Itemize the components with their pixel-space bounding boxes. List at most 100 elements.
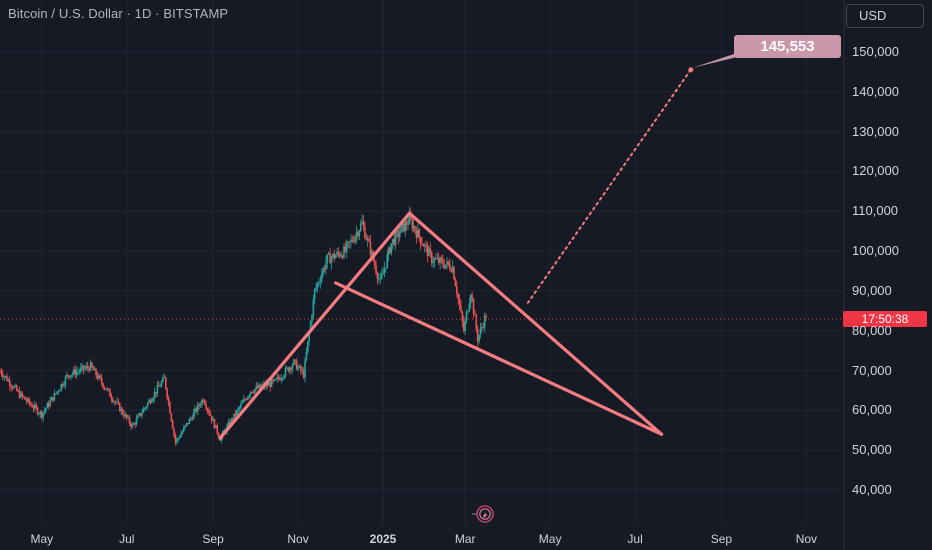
candle-body — [298, 366, 301, 368]
candle — [153, 387, 156, 403]
time-tick-label: Sep — [710, 532, 733, 546]
candle-body — [378, 278, 380, 280]
candle — [74, 364, 77, 379]
candle — [341, 254, 344, 260]
candle-body — [433, 258, 436, 263]
candle — [344, 241, 347, 254]
candle — [322, 266, 324, 278]
candle — [64, 375, 67, 390]
time-tick-label: Nov — [287, 532, 309, 546]
candle-body — [4, 376, 7, 377]
target-label-pointer — [692, 52, 758, 68]
candle-body — [190, 418, 192, 419]
candle-body — [109, 389, 111, 397]
candle-body — [478, 334, 480, 342]
candle-body — [159, 386, 161, 387]
candle — [81, 362, 83, 372]
price-tick-label: 110,000 — [852, 203, 899, 219]
candle — [380, 269, 383, 280]
candle-body — [468, 303, 471, 312]
candle-body — [177, 438, 180, 439]
candle — [276, 373, 278, 383]
candle — [89, 359, 92, 372]
candle-body — [29, 403, 32, 405]
candle — [426, 242, 429, 263]
candle — [364, 221, 366, 240]
candle — [110, 393, 113, 404]
candle — [118, 402, 121, 412]
currency-button[interactable]: USD — [846, 4, 924, 28]
candle — [61, 381, 64, 388]
candle — [169, 400, 171, 414]
candle-body — [210, 415, 213, 421]
candle — [244, 397, 246, 402]
candle — [180, 430, 182, 438]
candle — [444, 264, 447, 270]
candle-body — [163, 377, 166, 378]
candle-body — [235, 410, 238, 416]
candle-body — [241, 402, 244, 404]
candle-body — [132, 423, 135, 425]
candle — [144, 407, 146, 411]
candle — [11, 385, 14, 391]
candle-body — [148, 400, 150, 403]
candle-body — [92, 367, 95, 371]
candle-body — [281, 377, 284, 379]
candle — [379, 272, 382, 285]
candle — [319, 275, 322, 289]
candle — [196, 401, 199, 416]
candle — [460, 300, 462, 314]
candle — [474, 309, 476, 316]
candle-body — [34, 404, 36, 409]
candle — [68, 375, 71, 379]
candle-body — [485, 315, 487, 318]
candle-body — [206, 408, 209, 411]
candle — [481, 322, 483, 333]
candle — [327, 251, 330, 256]
candle — [241, 399, 244, 405]
candle-body — [188, 418, 191, 424]
candle-body — [61, 384, 64, 386]
candle-body — [229, 422, 231, 426]
candle — [184, 425, 187, 430]
candle — [295, 358, 298, 371]
candle — [50, 396, 53, 401]
candle-body — [266, 383, 269, 386]
candle-body — [359, 223, 362, 231]
candle-body — [212, 419, 214, 421]
candle-body — [361, 221, 363, 224]
candle-body — [43, 410, 46, 413]
candle-body — [387, 247, 390, 256]
price-tick-label: 60,000 — [852, 402, 892, 418]
candle-body — [139, 413, 142, 416]
candle — [134, 421, 136, 429]
target-price-label: 145,553 — [734, 35, 841, 58]
candle-body — [116, 401, 118, 403]
triangle-pattern-drawing[interactable] — [218, 52, 758, 440]
candle — [202, 397, 205, 404]
candle-body — [191, 418, 193, 420]
candle-body — [482, 326, 485, 328]
candle — [155, 391, 157, 398]
candle-body — [446, 261, 448, 265]
candle — [270, 378, 273, 388]
candle — [53, 389, 56, 402]
candle-body — [67, 374, 70, 376]
candle — [440, 254, 443, 264]
candle-body — [25, 399, 28, 402]
candle — [85, 362, 88, 371]
candle-body — [334, 255, 337, 259]
candle-body — [287, 367, 290, 372]
candle — [138, 411, 141, 417]
candle-body — [237, 408, 239, 411]
candle-body — [379, 278, 382, 280]
candle — [433, 257, 436, 268]
candle — [185, 422, 188, 428]
candle-body — [64, 376, 67, 385]
candle-body — [50, 397, 53, 401]
candle — [39, 410, 42, 418]
candle-body — [273, 379, 276, 381]
candle-body — [320, 274, 323, 282]
candle — [212, 416, 214, 421]
